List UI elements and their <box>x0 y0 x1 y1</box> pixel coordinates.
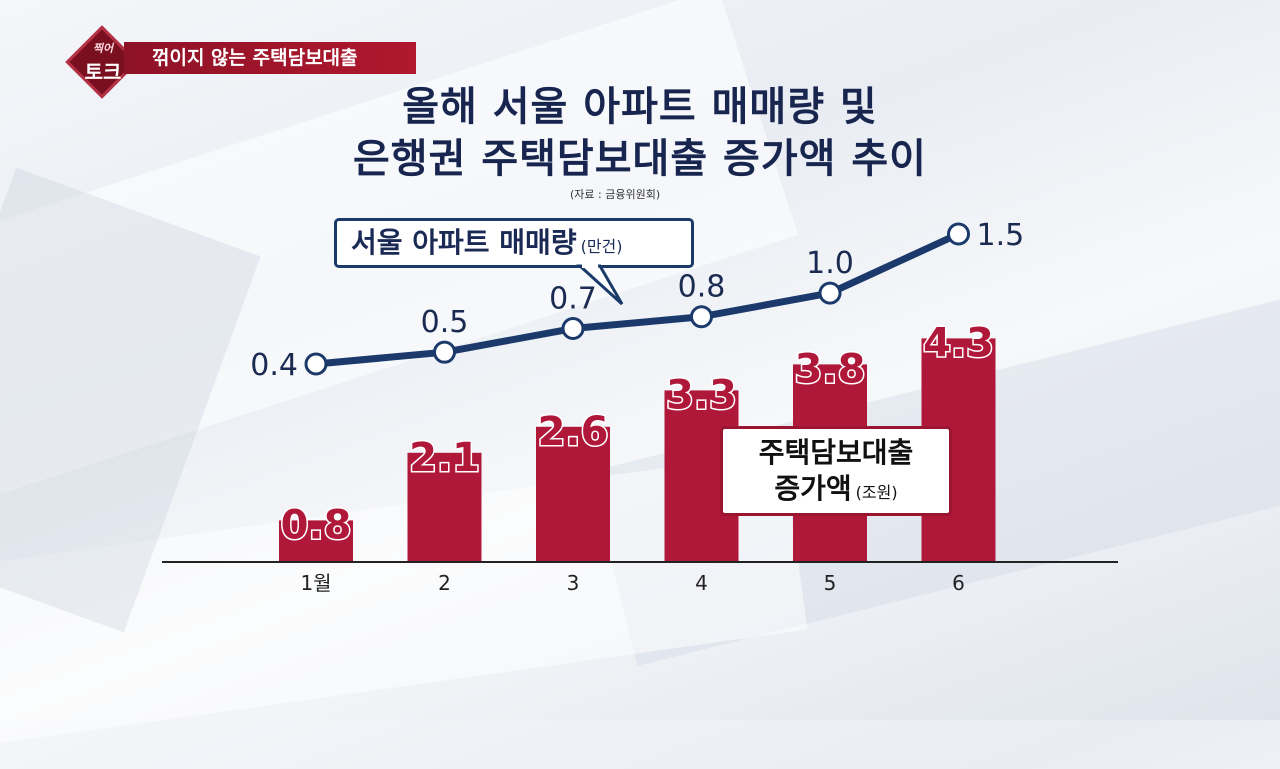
bar <box>536 426 610 562</box>
segment-banner: 꺾이지 않는 주택담보대출 <box>124 42 416 74</box>
x-tick-label: 6 <box>952 571 965 595</box>
line-series-callout: 서울 아파트 매매량 (만건) <box>334 218 694 268</box>
source-note: (자료 : 금융위원회) <box>570 188 661 201</box>
line-point <box>818 281 842 305</box>
line-value-label: 0.7 <box>549 282 597 317</box>
bar-value-label: 3.3 <box>666 372 737 418</box>
logo-top-text: 찍어 <box>92 42 114 55</box>
x-tick-label: 5 <box>824 571 837 595</box>
chart-title-line2: 은행권 주택담보대출 증가액 추이 <box>353 136 927 182</box>
bar-value-label: 4.3 <box>923 320 994 366</box>
line-value-label: 0.4 <box>250 348 298 383</box>
bar-value-label: 2.1 <box>409 435 480 481</box>
chart-title-line1: 올해 서울 아파트 매매량 및 <box>402 84 878 130</box>
x-tick-label: 2 <box>438 571 451 595</box>
line-point <box>304 352 328 376</box>
bar <box>407 452 482 562</box>
line-callout-unit: (만건) <box>580 237 623 256</box>
x-tick-label: 1월 <box>300 571 331 595</box>
line-point <box>561 317 585 341</box>
chart-canvas: 0.8 2.1 2.6 3.3 3.8 4.3 1월 2 3 4 5 6 0.4 0.5 0.7 0.8 1… <box>162 218 1118 595</box>
line-value-label: 0.5 <box>421 305 469 340</box>
x-tick-label: 4 <box>695 571 708 595</box>
line-value-label: 1.5 <box>977 218 1025 253</box>
x-tick-label: 3 <box>567 571 580 595</box>
bar-series-callout: 주택담보대출 증가액 (조원) <box>720 426 952 516</box>
line-value-label: 0.8 <box>678 270 726 305</box>
logo-main-text: 토크 <box>84 60 122 84</box>
bar-callout-line1: 주택담보대출 <box>758 436 914 469</box>
line-point <box>433 340 456 364</box>
bar-value-label: 0.8 <box>281 502 352 548</box>
program-logo: 찍어 토크 <box>65 25 140 100</box>
line-series <box>315 230 960 368</box>
line-point <box>947 222 970 246</box>
bar-callout-line2: 증가액 <box>774 472 852 505</box>
bar <box>279 520 353 562</box>
line-point <box>690 305 713 329</box>
bar-value-label: 3.8 <box>795 346 866 392</box>
line-callout-label: 서울 아파트 매매량 <box>351 226 577 259</box>
bar-value-label: 2.6 <box>538 409 609 455</box>
line-value-label: 1.0 <box>806 246 854 281</box>
bar-callout-unit: (조원) <box>855 483 898 502</box>
